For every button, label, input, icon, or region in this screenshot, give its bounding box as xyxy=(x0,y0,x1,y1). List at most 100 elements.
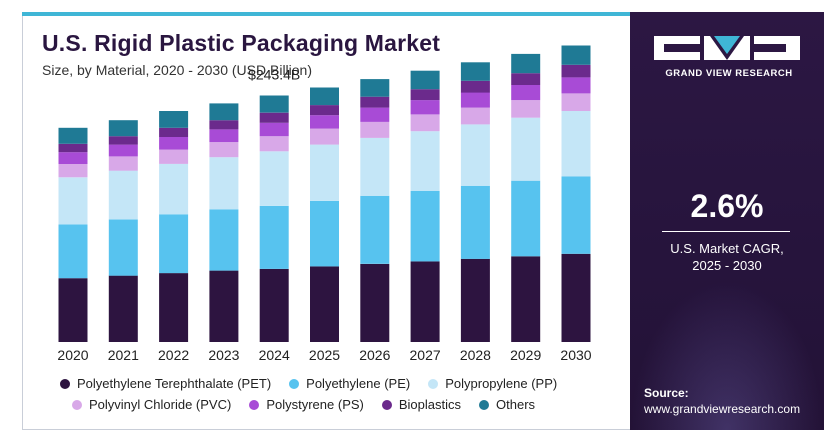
bar-segment-2029-4 xyxy=(511,85,541,101)
source-url: www.grandviewresearch.com xyxy=(644,402,801,416)
accent-bar xyxy=(22,12,632,16)
x-tick-label: 2021 xyxy=(108,347,139,363)
bar-segment-2030-0 xyxy=(561,253,591,342)
legend-swatch xyxy=(72,399,82,410)
bar-segment-2020-4 xyxy=(58,152,88,164)
x-tick-label: 2028 xyxy=(460,347,491,363)
bar-segment-2020-6 xyxy=(58,127,88,144)
bar-segment-2021-5 xyxy=(108,136,138,145)
cagr-value: 2.6% xyxy=(690,188,764,224)
bar-segment-2026-5 xyxy=(360,96,390,108)
bar-segment-2022-3 xyxy=(159,149,189,164)
data-label-total: $243.4B xyxy=(248,67,300,83)
bar-segment-2025-0 xyxy=(310,266,339,342)
bar-segment-2022-5 xyxy=(159,127,189,137)
bar-segment-2027-3 xyxy=(410,114,440,132)
bar-segment-2025-4 xyxy=(310,115,339,129)
legend-swatch xyxy=(381,399,392,410)
legend-item: Bioplastics xyxy=(381,397,462,412)
bar-segment-2023-4 xyxy=(209,129,239,143)
legend-item: Polyethylene Terephthalate (PET) xyxy=(60,376,271,391)
bar-segment-2020-0 xyxy=(58,278,88,342)
bar-segment-2023-6 xyxy=(209,103,239,121)
cagr-label: U.S. Market CAGR, 2025 - 2030 xyxy=(630,240,824,274)
legend-swatch xyxy=(60,378,70,389)
bar-segment-2029-6 xyxy=(511,53,541,74)
legend-label: Polyethylene (PE) xyxy=(306,376,411,391)
bar-segment-2020-5 xyxy=(58,143,88,153)
bar-segment-2022-1 xyxy=(159,214,189,274)
bar-segment-2020-2 xyxy=(58,177,88,225)
bar-segment-2029-1 xyxy=(511,180,541,257)
bar-segment-2029-3 xyxy=(511,100,541,118)
bar-segment-2028-5 xyxy=(460,80,490,93)
logo-block-g xyxy=(654,36,700,60)
legend-swatch xyxy=(479,399,490,410)
bar-segment-2027-1 xyxy=(410,190,440,262)
legend-swatch xyxy=(289,378,300,389)
bar-segment-2029-2 xyxy=(511,117,541,181)
x-tick-label: 2027 xyxy=(410,347,441,363)
bar-segment-2024-5 xyxy=(259,112,289,123)
bar-segment-2025-5 xyxy=(310,105,339,116)
bar-segment-2029-0 xyxy=(511,256,541,342)
logo-block-v xyxy=(704,36,750,60)
bar-segment-2025-2 xyxy=(310,144,339,201)
x-tick-label: 2024 xyxy=(259,347,290,363)
legend-item: Polystyrene (PS) xyxy=(249,397,364,412)
bar-segment-2028-4 xyxy=(460,92,490,108)
bar-segment-2024-2 xyxy=(259,151,289,206)
bar-segment-2024-6 xyxy=(259,95,289,113)
x-tick-label: 2022 xyxy=(158,347,189,363)
bar-segment-2024-4 xyxy=(259,122,289,137)
bar-segment-2026-3 xyxy=(360,121,390,138)
bar-segment-2021-2 xyxy=(108,170,138,220)
legend-row: Polyvinyl Chloride (PVC) Polystyrene (PS)… xyxy=(60,397,620,412)
info-panel: GRAND VIEW RESEARCH 2.6% U.S. Market CAG… xyxy=(630,12,824,430)
legend-swatch xyxy=(428,378,439,389)
bar-segment-2020-3 xyxy=(58,163,88,178)
bar-segment-2022-0 xyxy=(159,273,189,342)
bar-segment-2027-0 xyxy=(410,261,440,342)
source-title: Source: xyxy=(644,386,689,400)
x-tick-label: 2030 xyxy=(560,347,591,363)
bar-segment-2023-1 xyxy=(209,209,239,271)
logo-block-r xyxy=(754,36,800,60)
bar-segment-2022-4 xyxy=(159,137,189,150)
logo-text: GRAND VIEW RESEARCH xyxy=(665,68,793,79)
x-tick-label: 2025 xyxy=(309,347,340,363)
bar-segment-2027-6 xyxy=(410,70,440,90)
bar-segment-2026-0 xyxy=(360,263,390,342)
bar-segment-2028-2 xyxy=(460,124,490,186)
bar-segment-2021-1 xyxy=(108,219,138,276)
legend-item: Polypropylene (PP) xyxy=(428,376,557,391)
legend-label: Polyethylene Terephthalate (PET) xyxy=(77,376,272,391)
bar-segment-2028-0 xyxy=(460,258,490,342)
legend-label: Polyvinyl Chloride (PVC) xyxy=(89,397,232,412)
bar-segment-2027-5 xyxy=(410,89,440,101)
bar-segment-2021-0 xyxy=(108,275,138,342)
legend-label: Others xyxy=(496,397,536,412)
x-tick-label: 2023 xyxy=(208,347,239,363)
legend-item: Polyethylene (PE) xyxy=(289,376,410,391)
bar-segment-2030-2 xyxy=(561,111,591,177)
bar-segment-2023-2 xyxy=(209,157,239,210)
bar-segment-2026-1 xyxy=(360,195,390,264)
legend-swatch xyxy=(249,399,260,410)
legend-row: Polyethylene Terephthalate (PET) Polyethy… xyxy=(60,376,620,391)
chart-subtitle: Size, by Material, 2020 - 2030 (USD Bill… xyxy=(42,62,313,78)
legend-label: Bioplastics xyxy=(398,397,462,412)
bar-segment-2022-2 xyxy=(159,163,189,215)
bar-segment-2022-6 xyxy=(159,111,189,128)
cagr-divider xyxy=(662,231,790,232)
bar-segment-2024-3 xyxy=(259,136,289,152)
bar-segment-2021-4 xyxy=(108,144,138,157)
bar-segment-2028-6 xyxy=(460,62,490,81)
bar-segment-2024-0 xyxy=(259,268,289,342)
legend-label: Polypropylene (PP) xyxy=(445,376,558,391)
bar-segment-2026-4 xyxy=(360,107,390,122)
bar-segment-2026-6 xyxy=(360,79,390,97)
legend-label: Polystyrene (PS) xyxy=(266,397,364,412)
bar-segment-2020-1 xyxy=(58,224,88,279)
legend-item: Polyvinyl Chloride (PVC) xyxy=(72,397,231,412)
